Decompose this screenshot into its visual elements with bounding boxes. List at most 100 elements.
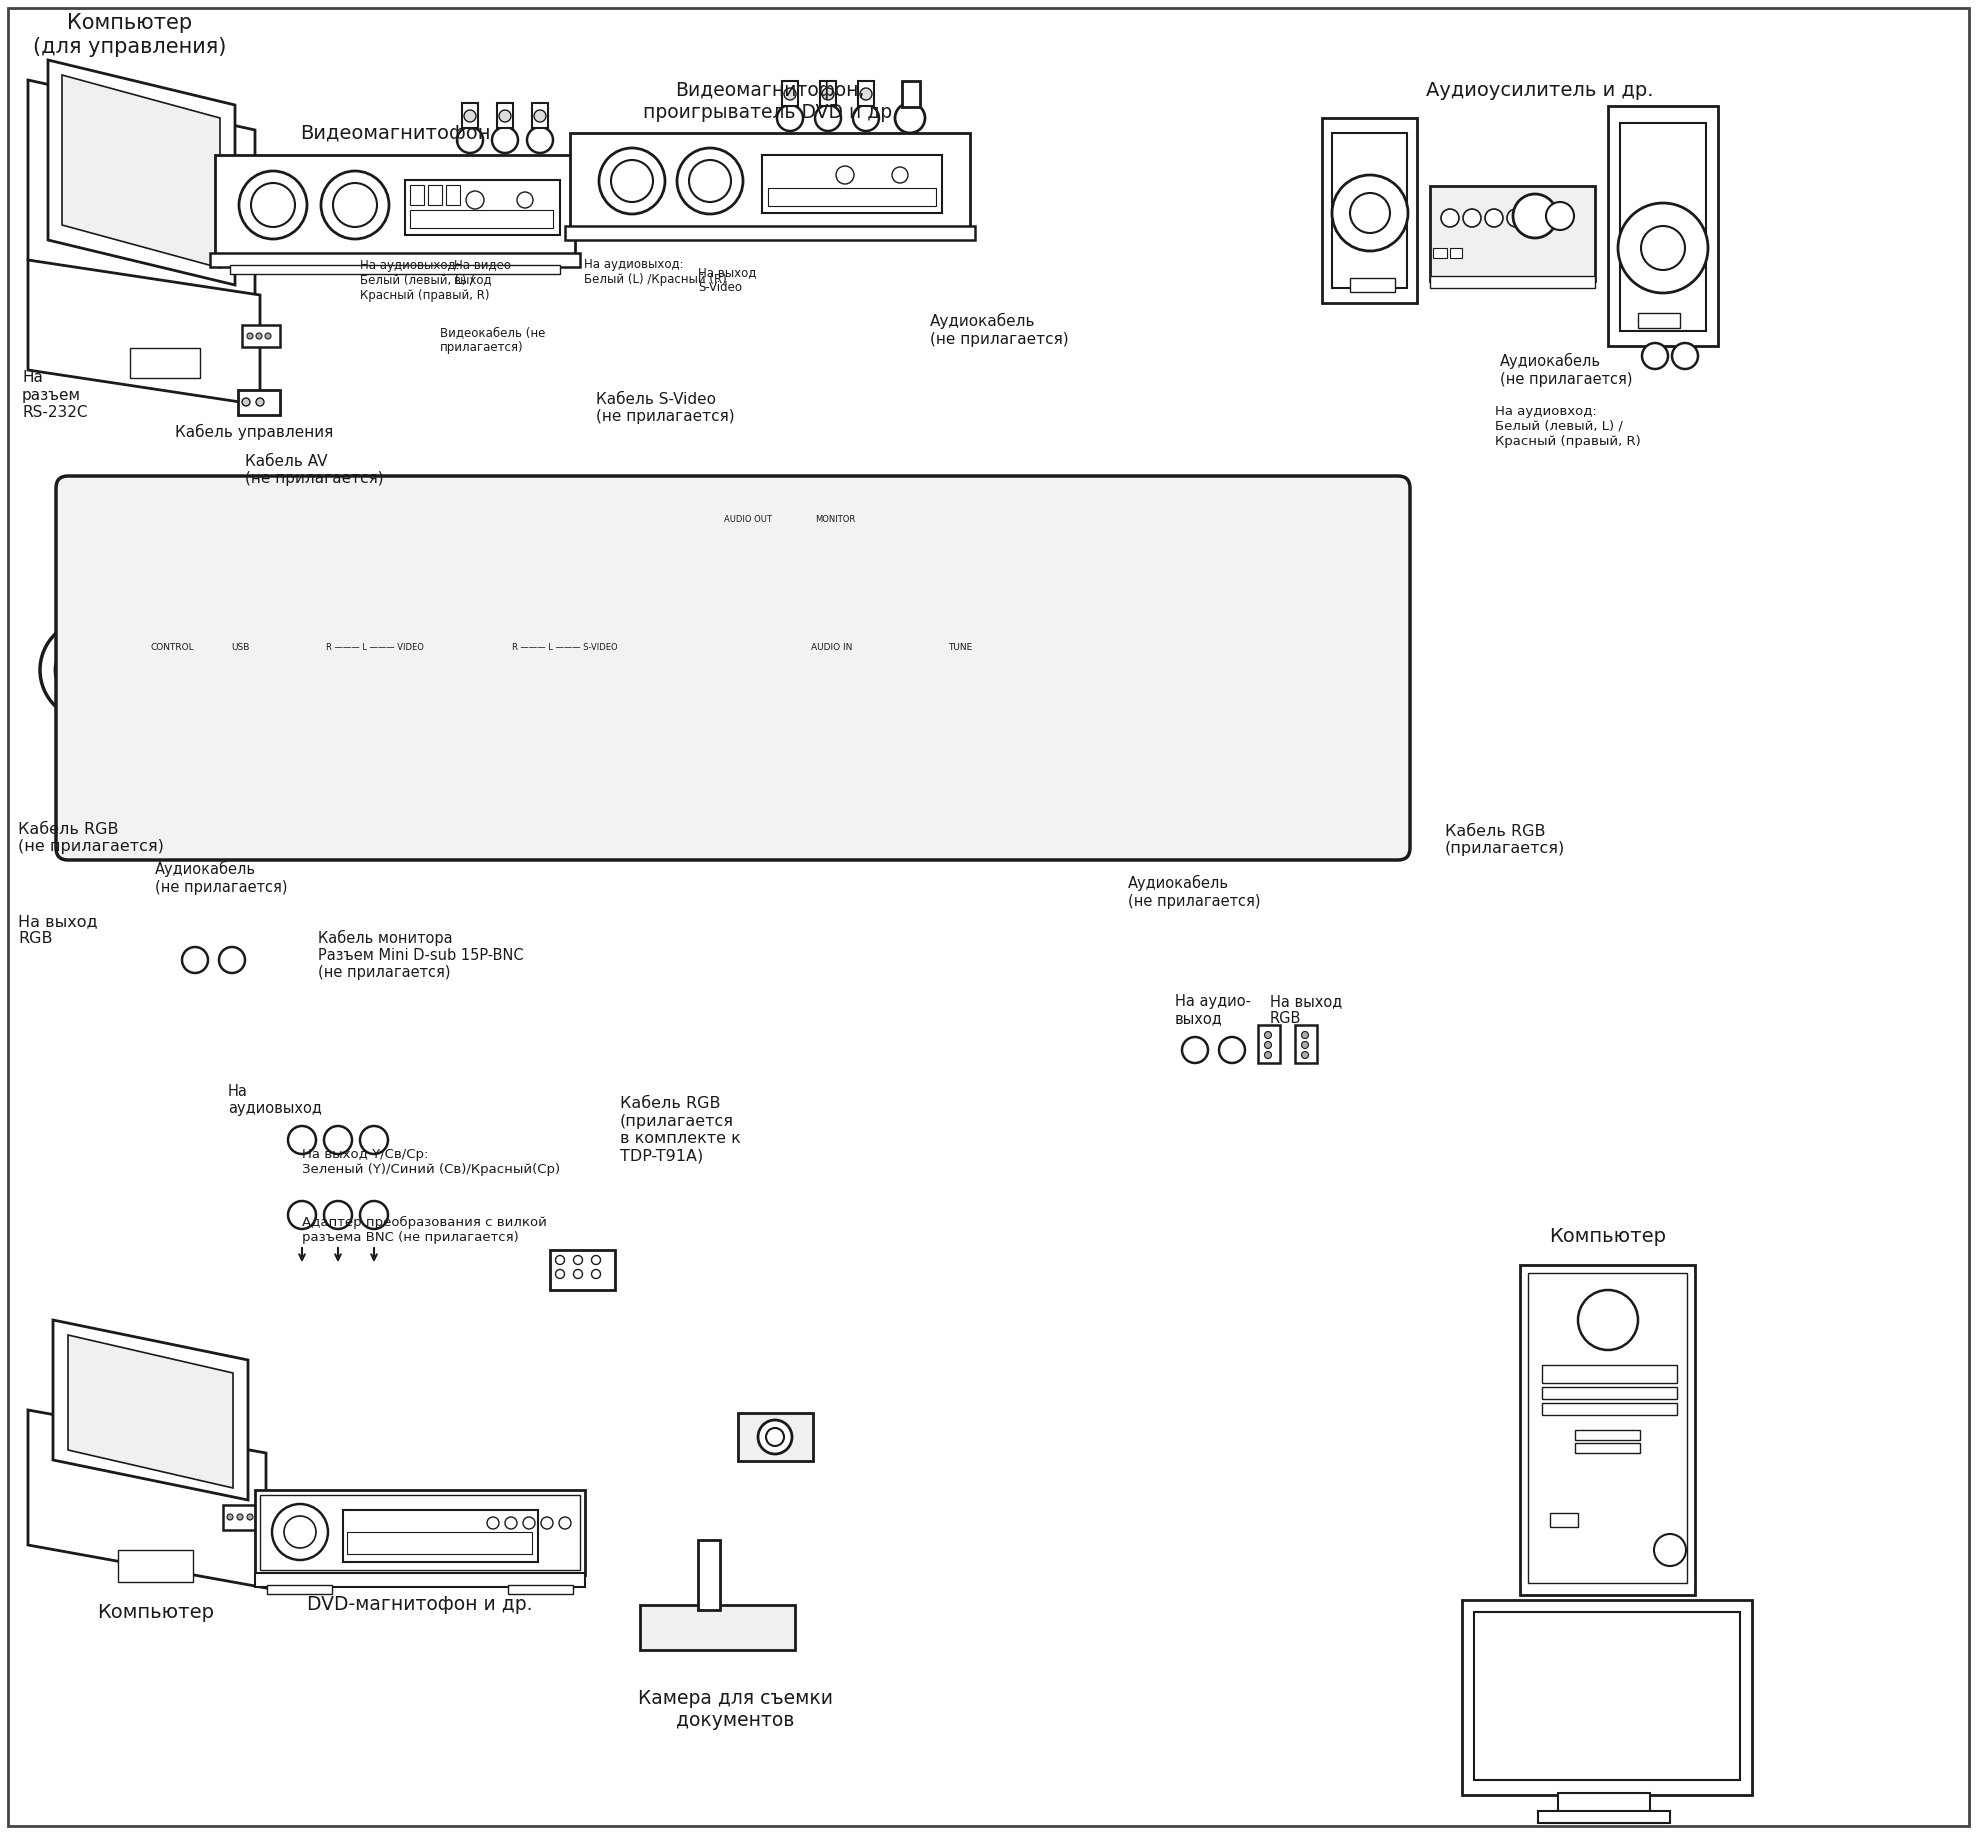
Circle shape [710, 548, 720, 558]
Circle shape [522, 537, 577, 594]
Text: На аудиовыход:
Белый (левый, L) /
Красный (правый, R): На аудиовыход: Белый (левый, L) / Красны… [360, 259, 490, 301]
Circle shape [1182, 1036, 1208, 1064]
Text: MONITOR: MONITOR [815, 515, 856, 525]
Bar [225, 530, 255, 567]
Text: Кабель управления: Кабель управления [176, 424, 334, 440]
Circle shape [528, 127, 554, 152]
Bar [781, 528, 890, 600]
Bar [1542, 1364, 1676, 1383]
Circle shape [482, 537, 538, 594]
Bar [767, 189, 935, 205]
Bar [170, 701, 749, 712]
Text: Кабель RGB
(не прилагается): Кабель RGB (не прилагается) [18, 822, 164, 855]
Bar [1607, 106, 1718, 347]
Text: Компьютер
(для управления): Компьютер (для управления) [34, 13, 227, 57]
Bar [1550, 1513, 1578, 1528]
Circle shape [789, 545, 832, 589]
Text: Аудиокабель
(не прилагается): Аудиокабель (не прилагается) [1501, 354, 1633, 387]
Bar [532, 103, 548, 128]
Bar [1542, 1403, 1676, 1416]
Circle shape [943, 532, 951, 539]
Circle shape [542, 1517, 554, 1530]
Circle shape [496, 552, 524, 580]
Circle shape [146, 547, 154, 554]
Circle shape [362, 552, 389, 580]
Circle shape [1036, 532, 1044, 539]
Circle shape [267, 537, 322, 594]
Circle shape [457, 127, 482, 152]
Circle shape [836, 167, 854, 183]
Bar [223, 1506, 265, 1530]
Bar [255, 1574, 585, 1586]
Text: Аудиокабель
(не прилагается): Аудиокабель (не прилагается) [1129, 875, 1261, 910]
Circle shape [777, 105, 803, 130]
Circle shape [324, 1201, 352, 1229]
Circle shape [785, 552, 795, 561]
Circle shape [785, 534, 795, 543]
Circle shape [842, 534, 852, 543]
Circle shape [427, 537, 482, 594]
Bar [1463, 1599, 1752, 1795]
Text: На
разъем
RS-232C: На разъем RS-232C [22, 370, 87, 420]
Text: На видео-
выход: На видео- выход [455, 259, 516, 286]
Circle shape [164, 547, 172, 554]
Circle shape [1673, 343, 1698, 369]
Circle shape [591, 1269, 601, 1278]
Circle shape [387, 537, 443, 594]
Circle shape [710, 530, 720, 539]
Circle shape [289, 1126, 316, 1154]
Circle shape [977, 532, 985, 539]
Bar [783, 81, 799, 106]
Text: Компьютер: Компьютер [97, 1603, 214, 1621]
Bar [405, 180, 559, 235]
Bar [140, 528, 206, 570]
Circle shape [599, 149, 664, 215]
Circle shape [1103, 532, 1111, 539]
Bar [858, 81, 874, 106]
Circle shape [925, 532, 933, 539]
Polygon shape [28, 260, 261, 405]
Circle shape [765, 1429, 785, 1445]
Circle shape [728, 547, 763, 583]
Bar [119, 1550, 194, 1583]
Bar [119, 510, 1247, 625]
Text: На аудио-
выход: На аудио- выход [1174, 994, 1251, 1027]
Bar [427, 185, 443, 205]
Text: Адаптер преобразования с вилкой
разъема BNC (не прилагается): Адаптер преобразования с вилкой разъема … [302, 1216, 548, 1243]
Text: Аудиокабель
(не прилагается): Аудиокабель (не прилагается) [154, 862, 287, 895]
Circle shape [747, 548, 757, 558]
Text: На выход
S-Video: На выход S-Video [698, 266, 757, 293]
Bar [496, 103, 512, 128]
Circle shape [55, 635, 125, 704]
Text: Аудиоусилитель и др.: Аудиоусилитель и др. [1425, 81, 1653, 99]
Bar [229, 264, 559, 273]
Circle shape [255, 334, 263, 339]
Circle shape [824, 552, 832, 561]
Circle shape [1054, 567, 1062, 576]
Bar [447, 185, 461, 205]
Circle shape [961, 548, 969, 558]
Circle shape [747, 567, 757, 576]
Circle shape [842, 552, 852, 561]
Polygon shape [28, 1410, 267, 1588]
Circle shape [862, 570, 870, 578]
Circle shape [441, 552, 469, 580]
Circle shape [320, 171, 389, 238]
Text: R ——— L ——— S-VIDEO: R ——— L ——— S-VIDEO [512, 644, 619, 653]
Bar [1323, 117, 1418, 303]
Text: Кабель S-Video
(не прилагается): Кабель S-Video (не прилагается) [595, 392, 735, 424]
Text: Кабель RGB
(прилагается
в комплекте к
TDP-T91A): Кабель RGB (прилагается в комплекте к TD… [621, 1097, 741, 1163]
Circle shape [591, 1256, 601, 1264]
Text: TUNE: TUNE [947, 644, 973, 653]
Text: USB: USB [231, 644, 249, 653]
Circle shape [273, 1504, 328, 1561]
Circle shape [690, 548, 700, 558]
Circle shape [1054, 532, 1062, 539]
Text: На аудиовход:
Белый (левый, L) /
Красный (правый, R): На аудиовход: Белый (левый, L) / Красный… [1495, 405, 1641, 447]
Bar [241, 325, 281, 347]
Text: Видеомагнитофон: Видеомагнитофон [301, 123, 490, 143]
Circle shape [1441, 209, 1459, 227]
Polygon shape [47, 61, 235, 284]
Circle shape [1265, 1051, 1271, 1058]
Circle shape [281, 552, 308, 580]
